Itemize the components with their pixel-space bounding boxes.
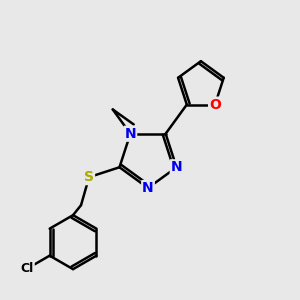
Text: Cl: Cl [20, 262, 34, 275]
Text: N: N [124, 127, 136, 141]
Text: N: N [142, 181, 154, 195]
Text: S: S [84, 170, 94, 184]
Text: N: N [171, 160, 182, 174]
Text: O: O [209, 98, 221, 112]
